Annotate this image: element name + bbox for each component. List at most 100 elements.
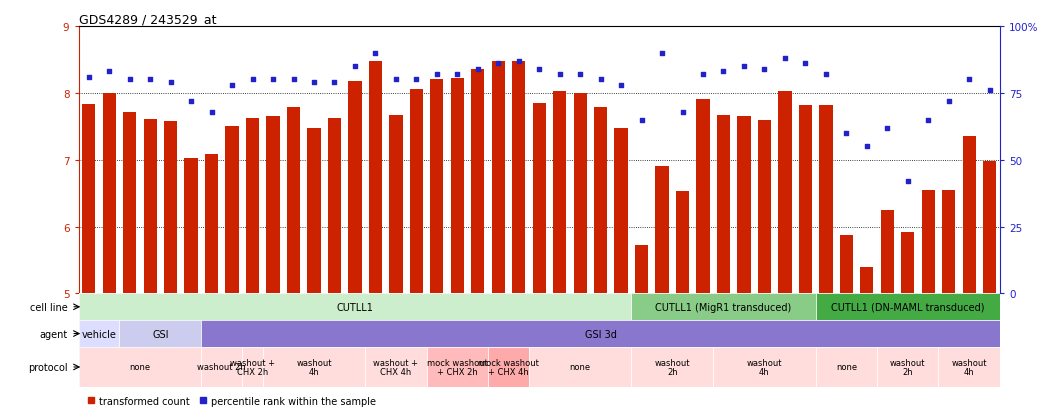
Bar — [143, 120, 157, 413]
Text: GSI: GSI — [152, 329, 169, 339]
Point — [878, 125, 895, 132]
Bar — [861, 267, 873, 413]
Point — [572, 71, 588, 78]
Bar — [79, 347, 201, 387]
Point — [859, 144, 875, 150]
Point — [736, 64, 753, 70]
Text: washout 2h: washout 2h — [198, 363, 246, 372]
Point — [408, 77, 425, 83]
Bar — [124, 112, 136, 413]
Text: CUTLL1 (DN-MAML transduced): CUTLL1 (DN-MAML transduced) — [831, 302, 984, 312]
Bar — [119, 320, 201, 347]
Bar — [778, 92, 792, 413]
Bar — [287, 108, 300, 413]
Text: washout +
CHX 2h: washout + CHX 2h — [230, 358, 275, 376]
Point — [797, 61, 814, 67]
Point — [756, 66, 773, 73]
Bar — [492, 62, 505, 413]
Point — [101, 69, 117, 76]
Bar — [816, 294, 1000, 320]
Bar — [594, 108, 607, 413]
Point — [490, 61, 507, 67]
Text: protocol: protocol — [28, 362, 67, 372]
Text: mock washout
+ CHX 2h: mock washout + CHX 2h — [427, 358, 488, 376]
Text: washout
2h: washout 2h — [890, 358, 926, 376]
Point — [940, 98, 957, 105]
Bar — [713, 347, 816, 387]
Point — [81, 74, 97, 81]
Point — [183, 98, 200, 105]
Point — [552, 71, 569, 78]
Bar — [533, 104, 545, 413]
Bar — [655, 167, 669, 413]
Bar — [450, 79, 464, 413]
Bar — [881, 210, 894, 413]
Text: CUTLL1: CUTLL1 — [336, 302, 374, 312]
Bar — [819, 106, 832, 413]
Text: mock washout
+ CHX 4h: mock washout + CHX 4h — [478, 358, 539, 376]
Bar — [938, 347, 1000, 387]
Point — [224, 82, 241, 89]
Bar — [369, 62, 382, 413]
Bar — [676, 192, 689, 413]
Point — [469, 66, 486, 73]
Bar — [816, 347, 877, 387]
Text: none: none — [570, 363, 591, 372]
Bar — [553, 92, 566, 413]
Text: washout
4h: washout 4h — [747, 358, 782, 376]
Bar — [983, 161, 997, 413]
Bar — [799, 106, 812, 413]
Point — [347, 64, 363, 70]
Point — [285, 77, 302, 83]
Text: washout +
CHX 4h: washout + CHX 4h — [374, 358, 419, 376]
Legend: transformed count, percentile rank within the sample: transformed count, percentile rank withi… — [84, 392, 380, 410]
Bar — [409, 90, 423, 413]
Bar — [164, 121, 177, 413]
Text: washout
4h: washout 4h — [952, 358, 987, 376]
Point — [920, 117, 937, 123]
Text: CUTLL1 (MigR1 transduced): CUTLL1 (MigR1 transduced) — [655, 302, 792, 312]
Point — [981, 88, 998, 94]
Point — [674, 109, 691, 116]
Bar — [737, 117, 751, 413]
Point — [326, 80, 342, 86]
Point — [449, 71, 466, 78]
Point — [387, 77, 404, 83]
Bar — [574, 94, 586, 413]
Bar — [308, 129, 320, 413]
Point — [121, 77, 138, 83]
Point — [428, 71, 445, 78]
Point — [162, 80, 179, 86]
Bar — [246, 119, 260, 413]
Point — [244, 77, 261, 83]
Point — [777, 56, 794, 62]
Bar — [205, 155, 218, 413]
Bar — [266, 117, 280, 413]
Bar — [758, 120, 771, 413]
Bar — [921, 190, 935, 413]
Text: washout
4h: washout 4h — [296, 358, 332, 376]
Point — [531, 66, 548, 73]
Bar — [79, 320, 119, 347]
Bar — [225, 127, 239, 413]
Bar — [488, 347, 529, 387]
Point — [653, 50, 670, 57]
Point — [265, 77, 282, 83]
Point — [961, 77, 978, 83]
Bar — [201, 347, 242, 387]
Text: none: none — [130, 363, 151, 372]
Bar — [184, 159, 198, 413]
Bar — [877, 347, 938, 387]
Bar — [529, 347, 631, 387]
Point — [593, 77, 609, 83]
Bar — [962, 137, 976, 413]
Bar — [901, 233, 914, 413]
Point — [899, 178, 916, 185]
Bar — [328, 118, 341, 413]
Bar — [389, 116, 402, 413]
Bar — [263, 347, 365, 387]
Text: cell line: cell line — [29, 302, 67, 312]
Text: vehicle: vehicle — [82, 329, 116, 339]
Bar — [242, 347, 263, 387]
Bar — [365, 347, 426, 387]
